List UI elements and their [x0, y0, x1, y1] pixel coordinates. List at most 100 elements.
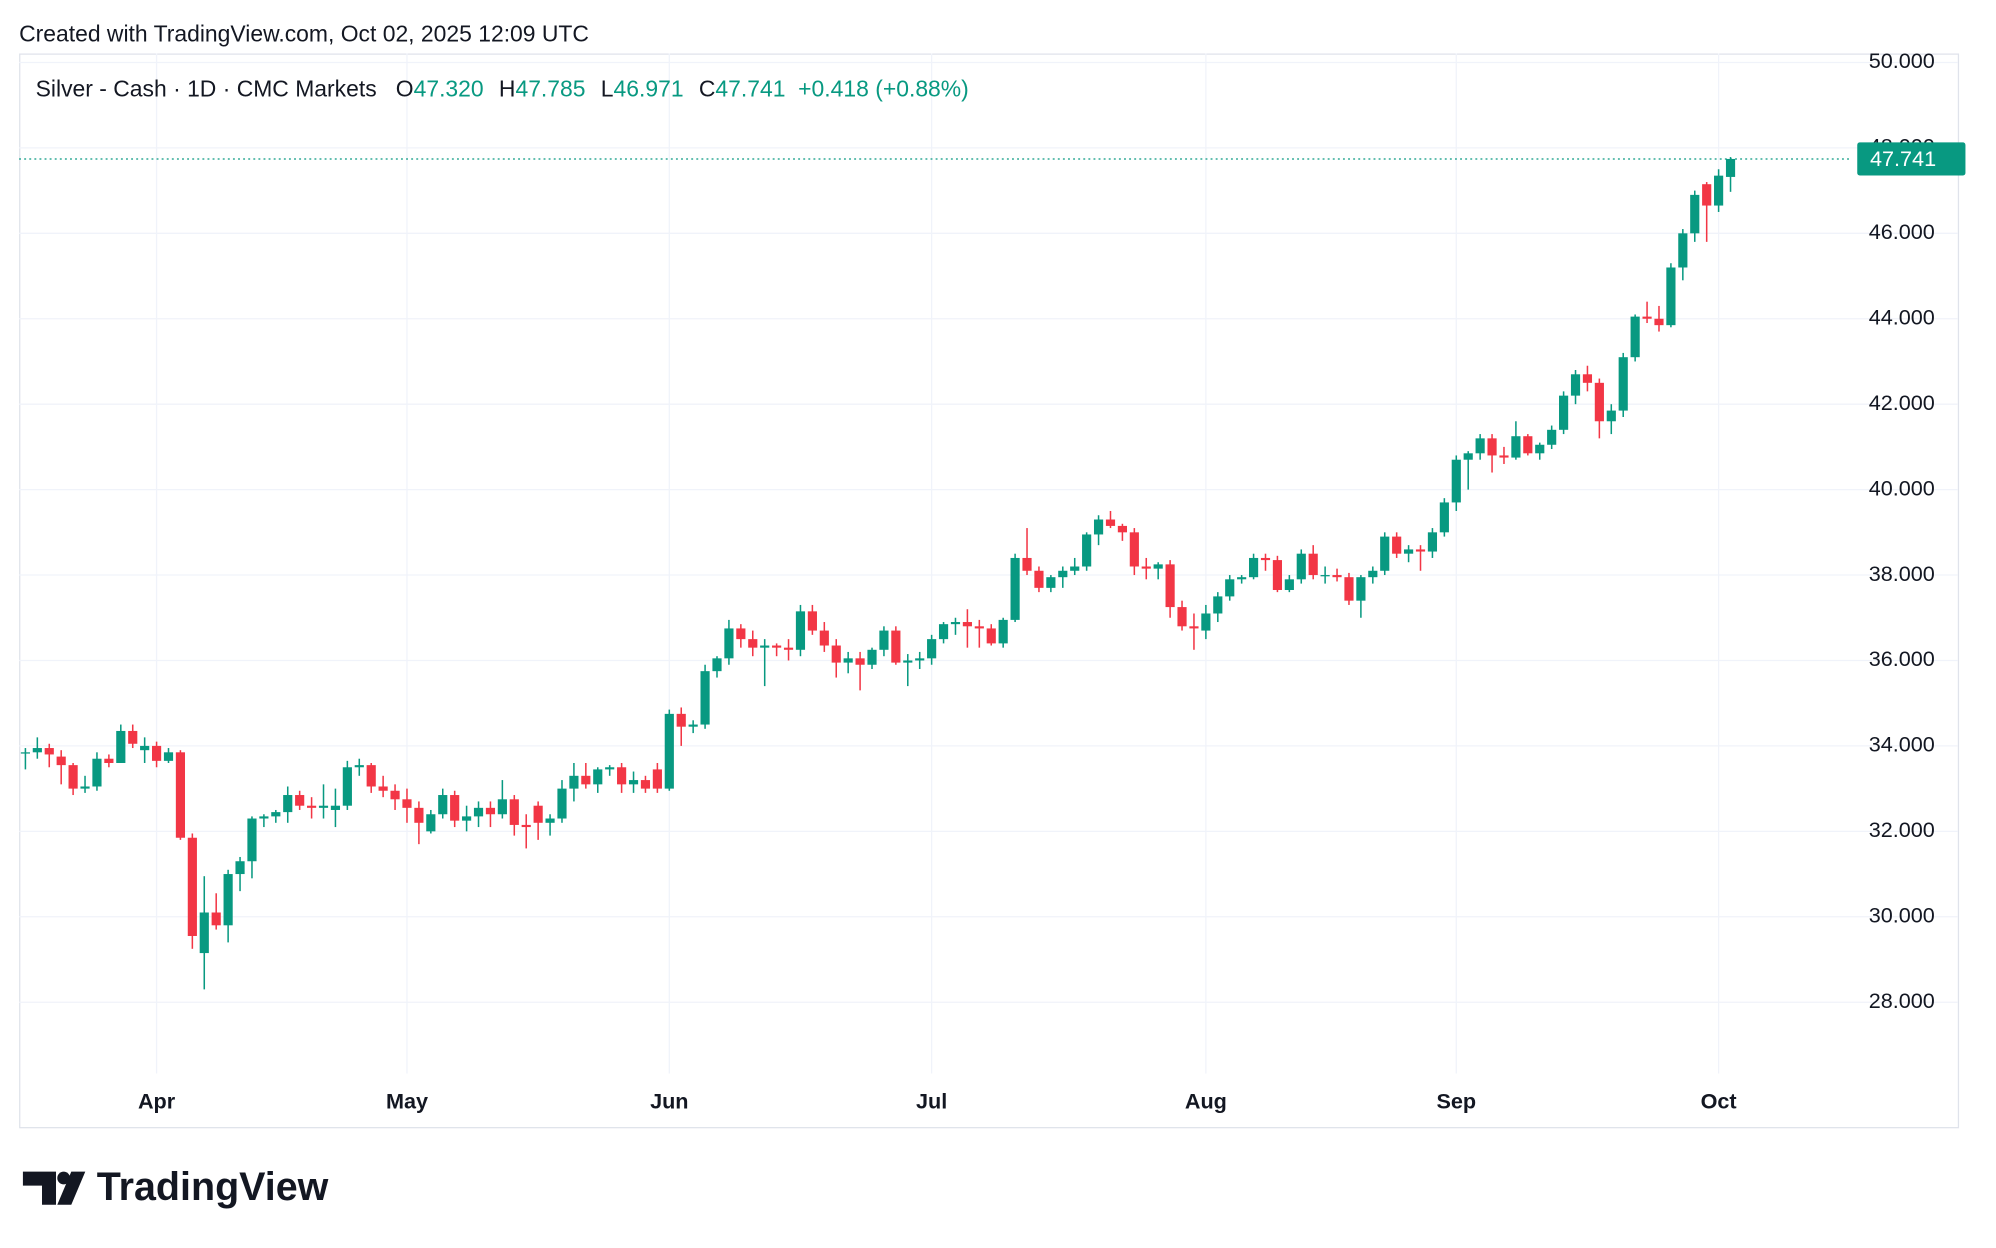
- candle-body: [438, 795, 448, 815]
- axes: 28.000 30.000 32.000 34.000 36.000 38.000 40.0…: [19, 48, 1966, 1114]
- y-tick-label: 30.000: [1869, 902, 1935, 927]
- candle-body: [772, 645, 782, 648]
- candle-body: [80, 786, 90, 789]
- candle-body: [807, 611, 817, 631]
- candle-body: [44, 748, 54, 755]
- candle-body: [1392, 536, 1402, 554]
- candle-body: [700, 671, 710, 725]
- ohlc-key: L: [601, 75, 614, 101]
- candle-body: [295, 795, 305, 806]
- candle-body: [1034, 570, 1044, 588]
- candle-body: [20, 752, 30, 754]
- candle-body: [462, 816, 472, 821]
- candle-body: [1666, 267, 1676, 326]
- candle-body: [485, 807, 496, 815]
- candle-body: [676, 713, 686, 727]
- candle-body: [450, 795, 460, 821]
- y-tick-label: 38.000: [1869, 561, 1935, 586]
- candle-body: [1260, 557, 1271, 561]
- candle-body: [1606, 410, 1616, 422]
- candle-body: [509, 799, 519, 825]
- candle-body: [688, 724, 698, 727]
- y-tick-label: 32.000: [1869, 817, 1935, 842]
- candle-body: [1010, 557, 1020, 620]
- ohlc-value: 47.741: [715, 75, 785, 101]
- grid: [19, 53, 1958, 1074]
- candle-body: [1582, 374, 1593, 383]
- candle-body: [879, 630, 889, 650]
- candle-body: [402, 799, 412, 808]
- candle-body: [211, 912, 221, 926]
- candle-body: [68, 765, 78, 789]
- candle-body: [163, 752, 174, 761]
- ohlc-key: O: [396, 75, 414, 101]
- candle-body: [1535, 444, 1545, 454]
- candle-body: [760, 645, 770, 648]
- ohlc-value: 46.971: [614, 75, 684, 101]
- candle-body: [1427, 532, 1438, 552]
- candle-body: [1332, 575, 1342, 578]
- candle-body: [307, 805, 317, 808]
- candle-body: [378, 786, 388, 791]
- candle-body: [1725, 158, 1736, 177]
- candle-body: [1141, 566, 1151, 569]
- candle-body: [497, 799, 507, 815]
- candle-body: [1642, 316, 1652, 319]
- candle-body: [426, 814, 436, 832]
- candle-body: [664, 713, 674, 789]
- candle-body: [521, 824, 531, 828]
- candle-body: [1189, 626, 1199, 629]
- candle-body: [938, 624, 949, 640]
- y-tick-label: 46.000: [1869, 219, 1935, 244]
- candle-body: [1523, 436, 1533, 454]
- ohlc-value: 47.785: [515, 75, 585, 101]
- candle-body: [1594, 382, 1604, 422]
- logo-slash: [57, 1171, 86, 1205]
- candle-body: [974, 626, 984, 629]
- candle-body: [104, 758, 114, 763]
- candle-body: [1451, 459, 1461, 503]
- x-tick-label: Apr: [138, 1089, 176, 1114]
- candle-body: [1678, 233, 1688, 268]
- candle-body: [1559, 395, 1569, 430]
- candle-body: [1714, 175, 1724, 206]
- candle-body: [1248, 557, 1259, 578]
- candle-body: [1213, 596, 1223, 614]
- candle-body: [1296, 553, 1306, 580]
- candle-body: [1308, 553, 1318, 576]
- candle-body: [617, 767, 627, 785]
- candle-body: [330, 805, 341, 810]
- candle-body: [1487, 438, 1497, 456]
- change-label: +0.418 (+0.88%): [798, 75, 969, 101]
- candle-body: [199, 912, 209, 954]
- symbol-title: Silver - Cash · 1D · CMC Markets: [36, 75, 377, 101]
- candle-body: [831, 645, 841, 663]
- candle-body: [1463, 453, 1473, 460]
- symbol-header: Silver - Cash · 1D · CMC Markets O47.320…: [36, 75, 969, 101]
- ohlc-key: C: [699, 75, 716, 101]
- candle-body: [354, 765, 364, 768]
- candle-body: [1439, 502, 1449, 533]
- created-note: Created with TradingView.com, Oct 02, 20…: [19, 21, 589, 47]
- candle-body: [736, 628, 746, 640]
- candle-body: [151, 745, 162, 761]
- candle-body: [593, 769, 603, 785]
- candle-body: [1046, 577, 1056, 588]
- candle-body: [271, 812, 281, 817]
- last-price-label: 47.741: [1870, 146, 1936, 171]
- candle-body: [140, 745, 150, 751]
- candle-body: [1093, 519, 1104, 535]
- candle-body: [1475, 438, 1485, 454]
- candle-body: [128, 730, 138, 744]
- x-tick-label: Jun: [650, 1089, 688, 1114]
- candle-body: [1380, 536, 1390, 571]
- x-tick-label: May: [386, 1089, 428, 1114]
- candle-body: [915, 658, 925, 661]
- candle-body: [318, 805, 329, 808]
- candle-body: [795, 611, 806, 650]
- candle-body: [712, 658, 722, 672]
- logo-mark: [22, 1171, 57, 1205]
- candle-body: [1404, 549, 1414, 554]
- candle-body: [259, 816, 269, 819]
